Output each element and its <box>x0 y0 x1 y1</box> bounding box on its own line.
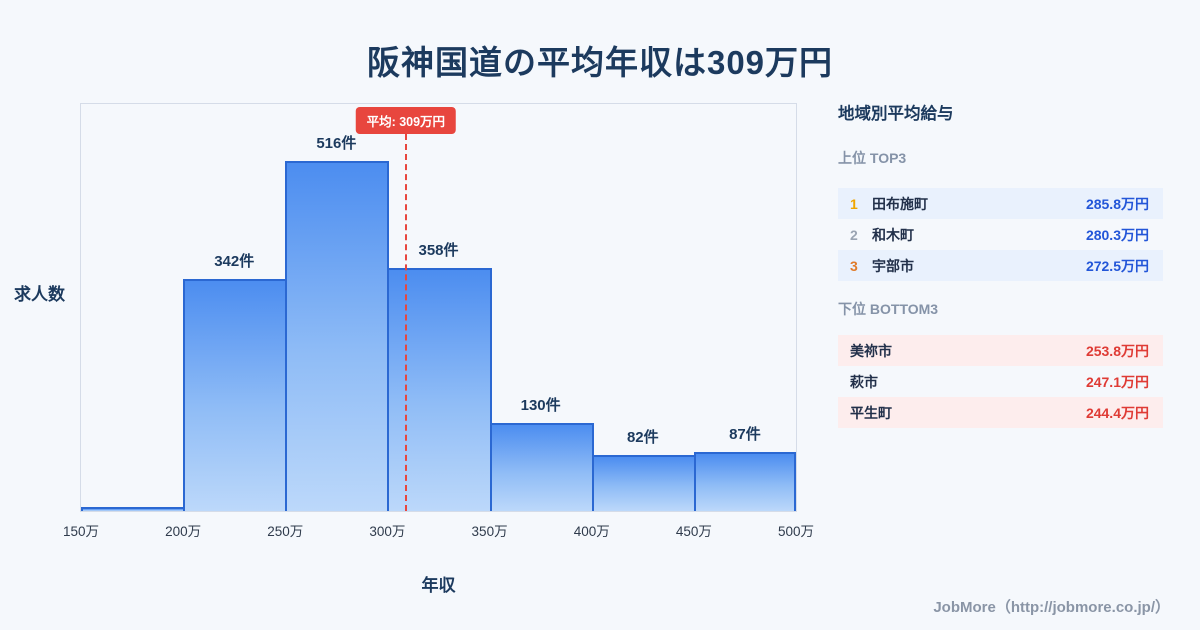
region-name: 平生町 <box>850 404 892 421</box>
x-tick-label: 400万 <box>573 524 610 539</box>
bottom3-heading: 下位 BOTTOM3 <box>838 301 939 317</box>
region-salary-panel: 地域別平均給与 上位 TOP3 1 田布施町 285.8万円 2 和木町 280.3万円 3… <box>838 100 1163 428</box>
x-tick-label: 150万 <box>62 524 100 539</box>
bar-value-label: 358件 <box>418 242 459 260</box>
region-name: 美祢市 <box>850 342 892 359</box>
region-salary: 247.1万円 <box>1085 373 1149 390</box>
region-salary: 272.5万円 <box>1085 257 1149 274</box>
histogram-bar <box>183 279 288 511</box>
ranking-row: 萩市 247.1万円 <box>838 366 1163 397</box>
x-tick-label: 500万 <box>777 524 815 539</box>
histogram-bar <box>285 160 390 511</box>
region-salary: 280.3万円 <box>1085 226 1149 243</box>
bar-value-label: 87件 <box>729 426 761 443</box>
average-line <box>404 134 407 511</box>
histogram-bar <box>693 452 796 511</box>
region-salary: 244.4万円 <box>1085 404 1149 421</box>
bar-value-label: 516件 <box>316 134 357 152</box>
histogram-bar <box>81 506 186 511</box>
region-salary: 285.8万円 <box>1085 195 1149 212</box>
region-name: 宇部市 <box>872 257 914 274</box>
page-title: 阪神国道の平均年収は309万円 <box>366 44 834 81</box>
ranking-row: 美祢市 253.8万円 <box>838 335 1163 366</box>
x-tick-label: 300万 <box>369 524 406 539</box>
y-axis-label: 求人数 <box>14 285 65 304</box>
histogram-bar <box>387 268 492 511</box>
region-salary: 253.8万円 <box>1085 342 1149 359</box>
bottom3-table: 美祢市 253.8万円萩市 247.1万円平生町 244.4万円 <box>838 335 1163 428</box>
bar-value-label: 82件 <box>626 429 659 447</box>
average-badge: 平均: 309万円 <box>355 107 457 134</box>
plot-area: 平均: 309万円 342件 516件 358件 130件 82件 87件 150万 200万… <box>63 103 814 539</box>
bar-value-label: 342件 <box>214 253 255 271</box>
x-tick-label: 200万 <box>165 524 202 539</box>
x-tick-label: 450万 <box>675 524 712 539</box>
top3-table: 1 田布施町 285.8万円 2 和木町 280.3万円 3 宇部市 272.5万円 <box>838 188 1163 281</box>
region-name: 和木町 <box>872 226 914 243</box>
ranking-row: 1 田布施町 285.8万円 <box>838 188 1163 219</box>
rank-number: 3 <box>850 257 858 274</box>
ranking-row: 平生町 244.4万円 <box>838 397 1163 428</box>
panel-title: 地域別平均給与 <box>838 105 954 123</box>
x-tick-label: 250万 <box>267 524 304 539</box>
rank-number: 1 <box>850 195 858 212</box>
x-axis-label: 年収 <box>421 576 456 595</box>
histogram-bar <box>489 422 594 511</box>
rank-number: 2 <box>850 226 858 243</box>
ranking-row: 2 和木町 280.3万円 <box>838 219 1163 250</box>
ranking-row: 3 宇部市 272.5万円 <box>838 250 1163 281</box>
region-name: 田布施町 <box>872 195 928 212</box>
histogram-bar <box>591 455 696 511</box>
credit-text: JobMore（http://jobmore.co.jp/） <box>933 599 1170 616</box>
x-tick-label: 350万 <box>471 524 508 539</box>
top3-heading: 上位 TOP3 <box>838 150 907 166</box>
bar-value-label: 130件 <box>520 396 561 414</box>
region-name: 萩市 <box>850 373 878 390</box>
